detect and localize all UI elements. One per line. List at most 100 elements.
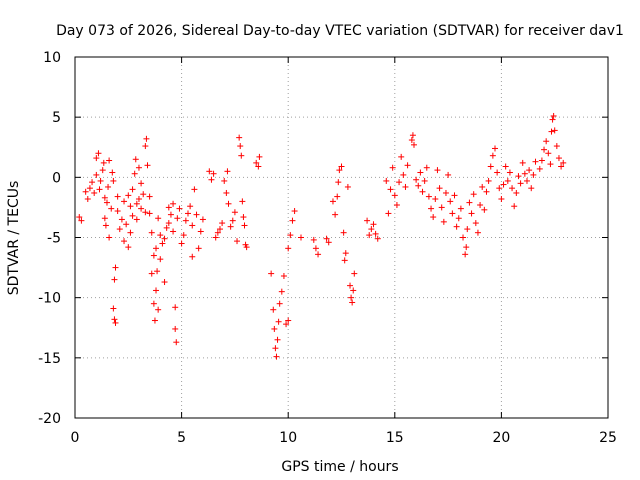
- data-point: [103, 199, 110, 206]
- data-point: [338, 163, 345, 170]
- data-point: [521, 170, 528, 177]
- data-point: [93, 171, 100, 178]
- data-point: [449, 210, 456, 217]
- data-point: [236, 134, 243, 141]
- data-point: [329, 198, 336, 205]
- data-point: [91, 189, 98, 196]
- y-tick-label: -10: [38, 291, 61, 307]
- data-point: [368, 226, 375, 233]
- data-point: [332, 211, 339, 218]
- data-point: [470, 191, 477, 198]
- data-point: [227, 223, 234, 230]
- data-point: [148, 229, 155, 236]
- data-point: [526, 167, 533, 174]
- data-point: [472, 220, 479, 227]
- data-point: [551, 127, 558, 134]
- data-point: [312, 245, 319, 252]
- data-point: [114, 208, 121, 215]
- y-tick-label: 0: [52, 170, 61, 186]
- data-point: [184, 210, 191, 217]
- data-point: [372, 230, 379, 237]
- data-point: [189, 222, 196, 229]
- data-point: [342, 250, 349, 257]
- data-point: [161, 279, 168, 286]
- data-point: [383, 177, 390, 184]
- data-point: [159, 240, 166, 247]
- data-point: [477, 202, 484, 209]
- data-point: [464, 226, 471, 233]
- data-point: [280, 273, 287, 280]
- data-point: [170, 228, 177, 235]
- data-point: [110, 177, 117, 184]
- data-point: [515, 173, 522, 180]
- data-point: [109, 169, 116, 176]
- data-point: [121, 238, 128, 245]
- data-point: [474, 229, 481, 236]
- data-point: [509, 185, 516, 192]
- data-point: [404, 162, 411, 169]
- data-point: [344, 183, 351, 190]
- data-point: [174, 215, 181, 222]
- data-point: [108, 205, 115, 212]
- data-point: [197, 228, 204, 235]
- data-point: [370, 221, 377, 228]
- data-point: [86, 185, 93, 192]
- data-point: [170, 200, 177, 207]
- data-point: [335, 179, 342, 186]
- data-point: [460, 234, 467, 241]
- y-tick-label: -5: [47, 231, 61, 247]
- data-point: [555, 155, 562, 162]
- data-point: [315, 251, 322, 258]
- data-point: [511, 203, 518, 210]
- data-point: [440, 218, 447, 225]
- data-point: [153, 287, 160, 294]
- data-point: [442, 189, 449, 196]
- data-point: [560, 159, 567, 166]
- data-point: [285, 317, 292, 324]
- data-point: [101, 194, 108, 201]
- x-tick-label: 0: [71, 430, 80, 446]
- data-point: [76, 214, 83, 221]
- data-point: [494, 169, 501, 176]
- data-point: [463, 244, 470, 251]
- data-point: [167, 211, 174, 218]
- data-point: [453, 223, 460, 230]
- data-point: [350, 287, 357, 294]
- data-point: [146, 193, 153, 200]
- data-point: [374, 235, 381, 242]
- data-point: [297, 234, 304, 241]
- data-point: [191, 186, 198, 193]
- data-point: [276, 300, 283, 307]
- data-point: [140, 191, 147, 198]
- data-point: [176, 205, 183, 212]
- data-point: [549, 116, 556, 123]
- data-point: [82, 188, 89, 195]
- data-point: [409, 132, 416, 139]
- data-point: [135, 164, 142, 171]
- data-point: [457, 205, 464, 212]
- data-point: [243, 244, 250, 251]
- data-point: [410, 141, 417, 148]
- data-point: [172, 304, 179, 311]
- data-point: [253, 159, 260, 166]
- data-point: [481, 206, 488, 213]
- data-point: [102, 222, 109, 229]
- data-point: [116, 226, 123, 233]
- data-point: [208, 176, 215, 183]
- data-point: [106, 234, 113, 241]
- data-point: [428, 205, 435, 212]
- data-point: [125, 192, 132, 199]
- data-point: [275, 318, 282, 325]
- data-point: [240, 214, 247, 221]
- data-point: [325, 239, 332, 246]
- ticks-layer: 0 5 10 15 20 25 -20 -15 -10 -5 0 5 10: [38, 50, 617, 446]
- data-point: [336, 167, 343, 174]
- data-point: [547, 161, 554, 168]
- grid-layer: [75, 57, 608, 418]
- data-point: [271, 325, 278, 332]
- data-point: [223, 189, 230, 196]
- data-point: [143, 135, 150, 142]
- data-point: [466, 199, 473, 206]
- data-point: [151, 317, 158, 324]
